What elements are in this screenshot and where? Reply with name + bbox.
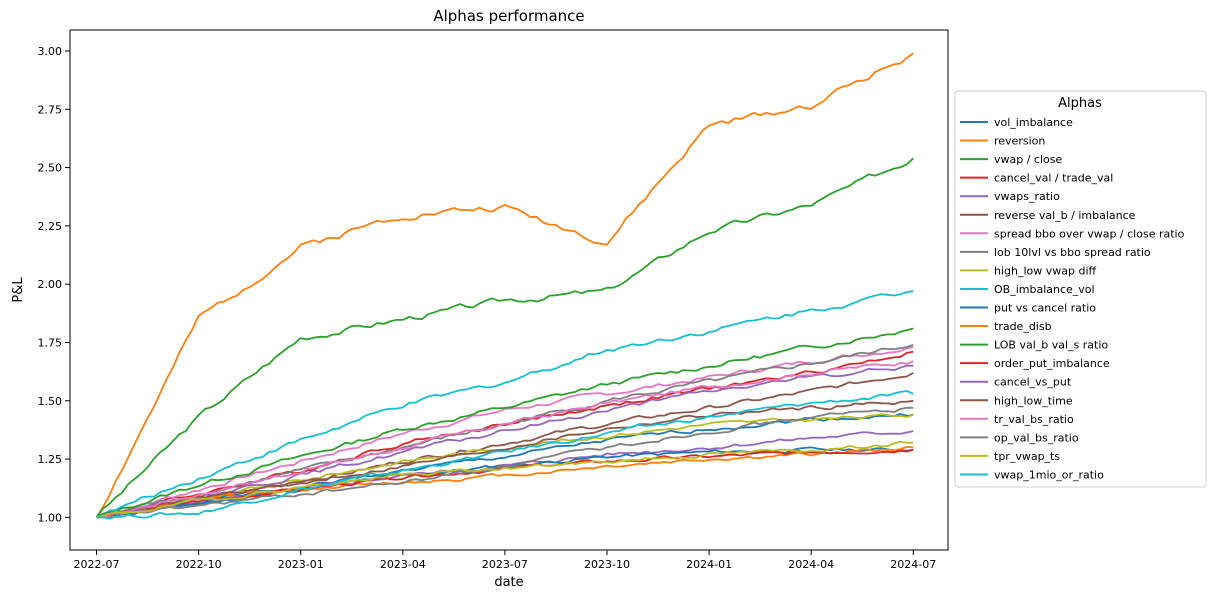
legend-label-14: cancel_vs_put (994, 376, 1072, 389)
y-tick-label-0: 1.00 (38, 511, 63, 524)
legend-label-17: op_val_bs_ratio (994, 431, 1079, 444)
y-tick-label-6: 2.50 (38, 162, 63, 175)
y-tick-label-7: 2.75 (38, 103, 63, 116)
series-line-16 (96, 360, 914, 519)
x-tick-label-0: 2022-07 (74, 558, 120, 571)
legend-label-7: lob 10lvl vs bbo spread ratio (994, 246, 1151, 259)
y-tick-label-3: 1.75 (38, 336, 63, 349)
legend-label-2: vwap / close (994, 153, 1062, 166)
series-line-11 (96, 446, 914, 519)
series-line-9 (96, 290, 914, 519)
series-line-19 (96, 390, 914, 520)
x-tick-label-6: 2024-01 (686, 558, 732, 571)
chart-title: Alphas performance (433, 7, 584, 25)
legend-label-15: high_low_time (994, 394, 1073, 407)
legend-label-9: OB_imbalance_vol (994, 283, 1095, 296)
x-tick-label-1: 2022-10 (176, 558, 222, 571)
x-tick-label-3: 2023-04 (380, 558, 426, 571)
legend-label-0: vol_imbalance (994, 116, 1073, 129)
legend-label-1: reversion (994, 135, 1045, 148)
x-tick-label-4: 2023-07 (482, 558, 528, 571)
legend-title: Alphas (1058, 96, 1102, 111)
legend-label-8: high_low vwap diff (994, 264, 1097, 277)
legend-label-11: trade_disb (994, 320, 1052, 333)
x-tick-label-8: 2024-07 (890, 558, 936, 571)
x-tick-label-5: 2023-10 (584, 558, 630, 571)
y-tick-label-8: 3.00 (38, 45, 63, 58)
plot-area (70, 30, 948, 550)
series-line-1 (95, 52, 914, 518)
legend-label-4: vwaps_ratio (994, 190, 1060, 203)
legend-label-13: order_put_imbalance (994, 357, 1110, 370)
plot-frame (69, 29, 949, 551)
series-line-17 (96, 406, 914, 519)
legend-frame (954, 90, 1207, 488)
y-tick-label-4: 2.00 (38, 278, 63, 291)
series-line-12 (96, 327, 914, 519)
x-axis: 2022-07 2022-10 2023-01 2023-04 2023-07 2023-… (74, 550, 936, 571)
legend-items: vol_imbalance reversion vwap / close cancel… (960, 116, 1185, 481)
series-line-6 (96, 346, 914, 519)
series-line-2 (95, 157, 914, 518)
x-tick-label-7: 2024-04 (788, 558, 834, 571)
legend-label-19: vwap_1mio_or_ratio (994, 468, 1104, 481)
y-tick-label-1: 1.25 (38, 453, 63, 466)
series-lines (95, 52, 914, 520)
y-axis-title: P&L (11, 277, 26, 303)
legend-label-16: tr_val_bs_ratio (994, 413, 1074, 426)
x-tick-label-2: 2023-01 (278, 558, 324, 571)
series-line-18 (96, 440, 914, 519)
legend-label-12: LOB val_b val_s ratio (994, 339, 1108, 352)
series-line-15 (96, 399, 914, 519)
legend-label-18: tpr_vwap_ts (994, 450, 1060, 463)
legend-label-3: cancel_val / trade_val (994, 172, 1113, 185)
y-tick-label-2: 1.50 (38, 395, 63, 408)
series-line-14 (96, 364, 914, 519)
legend-label-10: put vs cancel ratio (994, 302, 1096, 315)
y-axis: 1.00 1.25 1.50 1.75 2.00 2.25 2.50 2.75 3.00 (38, 45, 70, 524)
legend-label-6: spread bbo over vwap / close ratio (994, 227, 1185, 240)
y-tick-label-5: 2.25 (38, 220, 63, 233)
x-axis-title: date (494, 575, 523, 590)
legend-label-5: reverse val_b / imbalance (994, 209, 1136, 222)
legend: Alphas vol_imbalance reversion vwap / clos… (954, 90, 1207, 488)
